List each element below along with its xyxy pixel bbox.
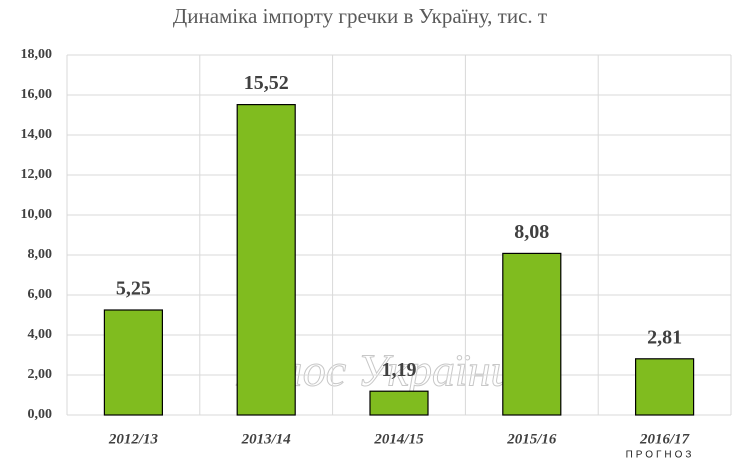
y-tick-label: 6,00 [28,287,53,302]
y-tick-label: 14,00 [21,127,53,142]
bar [103,309,164,416]
bar [502,252,562,416]
y-tick-label: 10,00 [21,207,53,222]
bar [369,390,429,416]
x-tick-label: 2016/17 [639,431,690,447]
y-tick-label: 12,00 [21,167,53,182]
y-tick-label: 4,00 [28,327,53,342]
value-label: 5,25 [116,278,151,300]
y-tick-label: 16,00 [21,87,53,102]
value-label: 1,19 [382,359,417,381]
bar [236,103,296,416]
y-tick-label: 0,00 [28,407,53,422]
x-tick-label: 2015/16 [506,431,557,447]
annotation: ПРОГНОЗ [626,450,695,461]
y-tick-label: 2,00 [28,367,53,382]
bar [634,358,695,416]
value-label: 2,81 [647,326,682,348]
value-label: 15,52 [244,72,289,94]
x-tick-label: 2012/13 [108,431,159,447]
y-tick-label: 18,00 [21,47,53,62]
chart-title: Динаміка імпорту гречки в Україну, тис. … [173,4,547,28]
value-label: 8,08 [514,221,549,243]
y-tick-label: 8,00 [28,247,53,262]
x-tick-label: 2014/15 [373,431,424,447]
x-tick-label: 2013/14 [241,431,292,447]
